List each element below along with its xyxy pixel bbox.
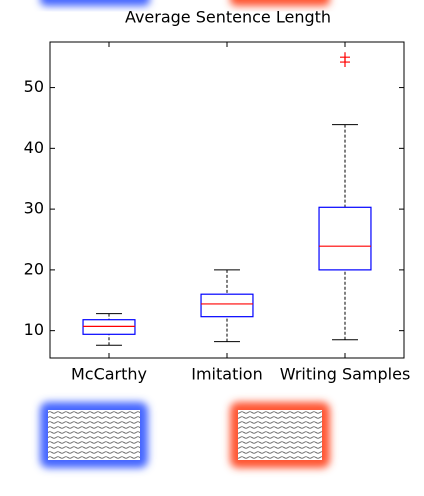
box [318, 206, 372, 271]
box [200, 293, 254, 318]
y-tick-label: 40 [24, 138, 44, 157]
x-tick-label: Imitation [191, 365, 262, 384]
y-tick-label: 20 [24, 259, 44, 278]
thumbnail[interactable] [238, 410, 322, 460]
y-tick-label: 50 [24, 77, 44, 96]
thumbnail-glow [40, 0, 150, 6]
x-tick-label: McCarthy [71, 365, 147, 384]
chart-title: Average Sentence Length [125, 8, 331, 27]
plot-frame [49, 41, 405, 359]
box [82, 319, 136, 335]
x-tick-label: Writing Samples [280, 365, 411, 384]
thumbnail-glow [230, 0, 330, 6]
outlier [340, 52, 350, 63]
y-tick-label: 30 [24, 199, 44, 218]
y-tick-label: 10 [24, 320, 44, 339]
thumbnail[interactable] [48, 410, 140, 460]
